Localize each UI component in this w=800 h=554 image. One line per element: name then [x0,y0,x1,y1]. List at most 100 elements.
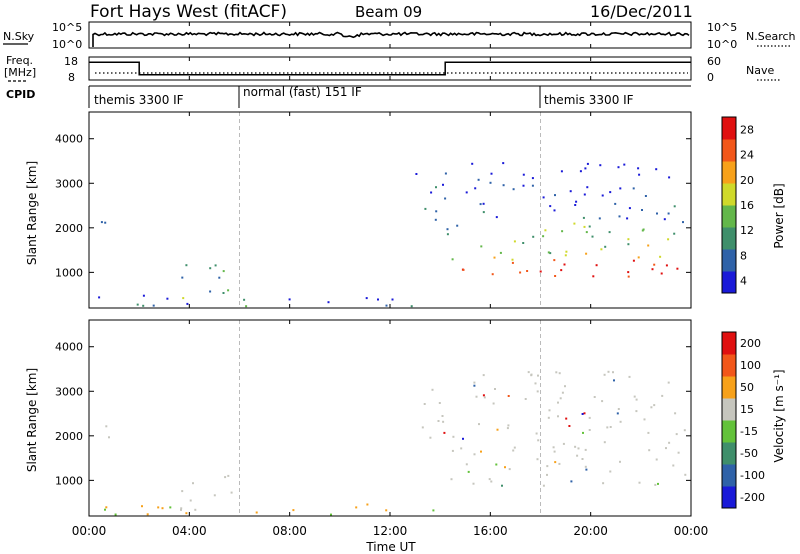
colorbar-cell [722,332,736,355]
range-cell [582,431,584,434]
range-cell [391,298,394,301]
range-cell [385,304,388,307]
range-cell [601,194,604,197]
range-cell [585,252,588,255]
range-cell [584,465,587,468]
colorbar-tick-label: 100 [740,359,761,372]
range-cell [584,448,587,451]
freq-right-tick-top: 60 [707,55,721,68]
range-cell [496,428,499,431]
range-cell [548,409,551,412]
y-tick-label: 4000 [55,133,83,146]
range-cell [559,397,562,400]
range-cell [478,423,480,426]
cpid-label: CPID [6,88,35,101]
range-cell [446,228,449,231]
power-ylabel: Slant Range [km] [25,161,39,265]
range-cell [644,195,647,197]
date-title: 16/Dec/2011 [590,2,693,21]
range-cell [438,402,441,404]
station-title: Fort Hays West (fitACF) [90,2,287,22]
range-cell [141,505,143,508]
range-cell [513,446,516,449]
range-cell [467,470,470,473]
range-cell [473,384,476,387]
range-cell [607,370,610,373]
range-cell [429,436,432,439]
range-cell [511,258,514,261]
range-cell [581,458,584,460]
range-cell [586,162,589,165]
range-cell [292,509,295,512]
noise-left-tick-bottom: 10^0 [52,38,82,51]
colorbar-frame [721,116,737,294]
range-cell [531,184,534,187]
range-cell [542,196,545,199]
range-cell [654,483,657,486]
x-tick-label: 04:00 [172,524,207,538]
colorbar-cell [722,486,736,509]
range-cell [444,197,447,200]
range-cell [581,413,584,415]
colorbar-cell [722,271,736,294]
range-cell [569,190,572,193]
colorbar-tick-label: -100 [740,469,765,482]
range-cell [563,263,566,266]
range-cell [189,499,192,502]
range-cell [565,250,568,253]
range-cell [180,507,183,510]
nave-label: Nave [746,64,774,77]
range-cell [512,188,515,191]
range-cell [531,177,534,180]
colorbar-tick-label: -15 [740,425,758,438]
range-cell [385,509,388,512]
range-cell [365,297,368,300]
range-cell [667,238,670,241]
colorbar-cell [722,161,736,184]
range-cell [682,221,684,224]
range-cell [673,232,676,235]
range-cell [432,509,435,512]
range-cell [677,451,680,454]
range-cell [588,429,591,431]
range-cell [586,186,589,189]
range-cell [218,276,221,279]
power-y-axis: 1000 2000 3000 4000 [55,133,691,279]
range-cell [377,298,379,301]
range-cell [632,259,635,262]
range-cell [355,506,358,509]
freq-trace [89,61,691,76]
cpid-segment-1: themis 3300 IF [94,93,184,107]
range-cell [663,218,666,221]
range-cell [616,412,619,415]
noise-left-tick-top: 10^5 [52,21,82,34]
range-cell [588,416,591,419]
range-cell [660,272,663,275]
range-cell [192,482,194,485]
colorbar-cell [722,354,736,377]
range-cell [564,254,567,257]
velocity-y-axis: 1000 2000 3000 4000 [55,341,691,487]
range-cell [105,425,108,428]
colorbar-tick-label: 200 [740,337,761,350]
range-cell [490,172,493,175]
range-cell [480,450,482,453]
range-cell [583,193,586,196]
y-tick-label: 2000 [55,430,83,443]
range-cell [606,426,609,429]
range-cell [675,433,678,436]
velocity-ylabel: Slant Range [km] [25,368,39,472]
range-cell [108,436,110,439]
x-tick-label: 08:00 [272,524,307,538]
y-tick-label: 3000 [55,385,83,398]
range-cell [676,267,679,270]
range-cell [627,238,630,241]
range-cell [460,447,463,450]
range-cell [657,482,659,485]
noise-trace [92,31,690,47]
range-cell [473,453,476,456]
range-cell [557,401,559,404]
range-cell [555,371,558,374]
range-cell [471,162,474,165]
range-cell [582,216,585,219]
